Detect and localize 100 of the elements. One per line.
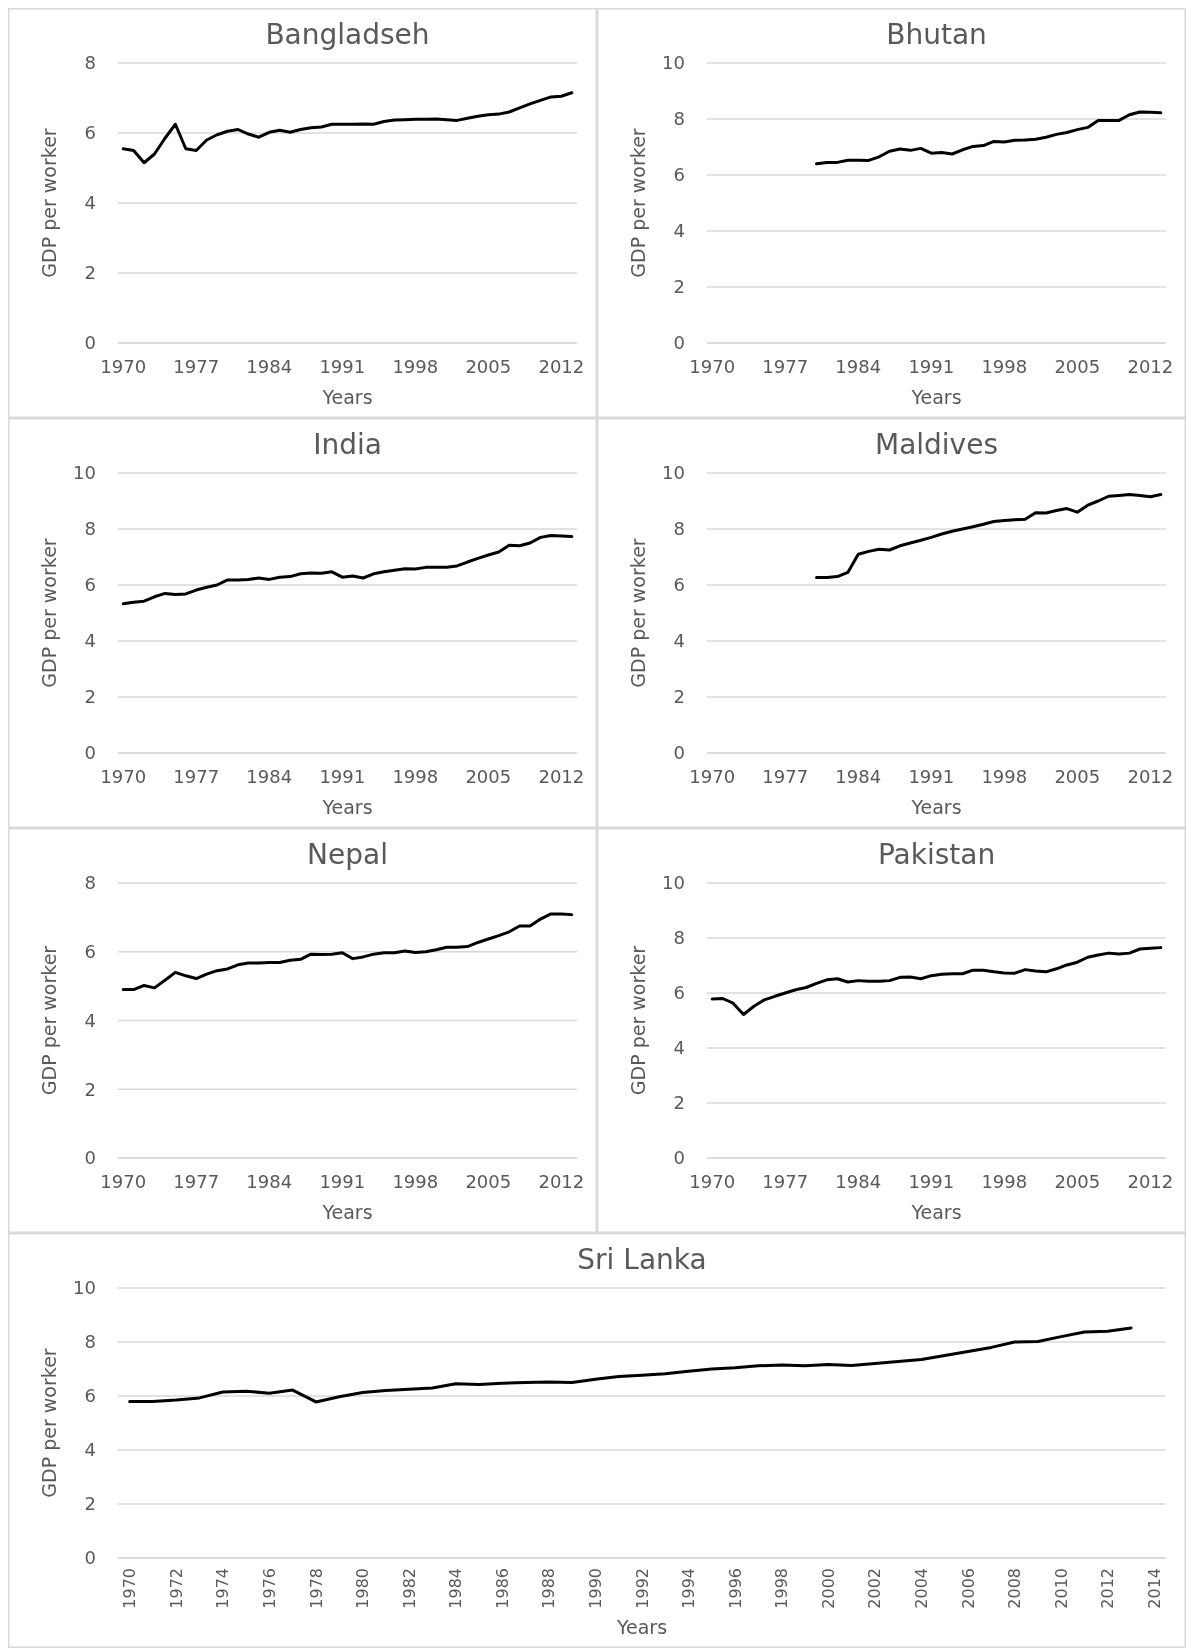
x-tick-label: 2010 bbox=[1051, 1568, 1071, 1609]
y-axis-title: GDP per worker bbox=[38, 538, 60, 688]
y-tick-label: 2 bbox=[84, 686, 96, 708]
x-tick-label: 1974 bbox=[213, 1568, 233, 1609]
x-tick-label: 1998 bbox=[981, 766, 1028, 787]
y-tick-label: 8 bbox=[84, 518, 96, 540]
x-tick-label: 1998 bbox=[981, 1171, 1028, 1192]
x-tick-label: 1991 bbox=[319, 766, 366, 787]
x-tick-label: 2006 bbox=[958, 1568, 978, 1609]
x-tick-label: 1982 bbox=[399, 1568, 419, 1609]
x-tick-label: 1984 bbox=[246, 766, 293, 787]
x-tick-label: 1998 bbox=[981, 356, 1028, 377]
x-tick-label: 1978 bbox=[306, 1568, 326, 1609]
x-tick-label: 1984 bbox=[835, 1171, 882, 1192]
x-tick-label: 2002 bbox=[865, 1568, 885, 1609]
x-axis-title: Years bbox=[910, 386, 962, 408]
x-tick-label: 1992 bbox=[632, 1568, 652, 1609]
x-tick-label: 1984 bbox=[835, 356, 882, 377]
x-tick-label: 2012 bbox=[538, 766, 585, 787]
x-tick-label: 1970 bbox=[100, 356, 147, 377]
y-tick-label: 8 bbox=[673, 518, 685, 540]
x-tick-label: 2012 bbox=[538, 1171, 585, 1192]
x-tick-label: 2012 bbox=[1127, 766, 1174, 787]
x-tick-label: 1988 bbox=[539, 1568, 559, 1609]
x-tick-label: 1998 bbox=[392, 766, 439, 787]
line-series bbox=[815, 110, 1163, 166]
x-tick-label: 1972 bbox=[166, 1568, 186, 1609]
y-tick-label: 8 bbox=[673, 108, 685, 130]
x-tick-label: 1986 bbox=[492, 1568, 512, 1609]
y-tick-label: 8 bbox=[673, 927, 685, 949]
x-tick-label: 1970 bbox=[689, 766, 736, 787]
y-tick-label: 0 bbox=[84, 332, 96, 354]
y-tick-label: 6 bbox=[673, 574, 685, 596]
x-tick-label: 1998 bbox=[772, 1568, 792, 1609]
line-series bbox=[128, 1326, 1133, 1404]
x-tick-label: 1970 bbox=[120, 1568, 140, 1609]
x-axis-title: Years bbox=[321, 386, 373, 408]
x-tick-label: 1977 bbox=[762, 1171, 809, 1192]
y-tick-label: 4 bbox=[84, 192, 96, 214]
x-tick-label: 1996 bbox=[725, 1568, 745, 1609]
y-tick-label: 0 bbox=[673, 1147, 685, 1169]
x-tick-label: 1970 bbox=[689, 1171, 736, 1192]
x-tick-label: 1984 bbox=[246, 356, 293, 377]
x-tick-label: 1994 bbox=[679, 1568, 699, 1609]
x-tick-label: 1991 bbox=[319, 356, 366, 377]
y-tick-label: 4 bbox=[84, 630, 96, 652]
x-tick-label: 1976 bbox=[259, 1568, 279, 1609]
y-tick-label: 2 bbox=[84, 1493, 96, 1515]
x-tick-label: 2005 bbox=[1054, 356, 1101, 377]
y-tick-label: 10 bbox=[662, 872, 685, 894]
y-axis-title: GDP per worker bbox=[627, 538, 649, 688]
y-tick-label: 8 bbox=[84, 872, 96, 894]
y-tick-label: 6 bbox=[84, 574, 96, 596]
x-tick-label: 1984 bbox=[835, 766, 882, 787]
y-tick-label: 2 bbox=[673, 686, 685, 708]
x-tick-label: 2005 bbox=[465, 356, 512, 377]
y-tick-label: 10 bbox=[662, 462, 685, 484]
x-axis-title: Years bbox=[321, 796, 373, 818]
x-tick-label: 1977 bbox=[173, 1171, 220, 1192]
y-tick-label: 6 bbox=[84, 1385, 96, 1407]
x-tick-label: 2000 bbox=[818, 1568, 838, 1609]
y-tick-label: 4 bbox=[84, 1439, 96, 1461]
y-tick-label: 8 bbox=[84, 1331, 96, 1353]
x-tick-label: 2005 bbox=[1054, 1171, 1101, 1192]
x-tick-label: 1970 bbox=[100, 766, 147, 787]
y-axis-title: GDP per worker bbox=[627, 945, 649, 1096]
x-tick-label: 2012 bbox=[538, 356, 585, 377]
chart-title: Maldives bbox=[874, 428, 999, 461]
y-tick-label: 6 bbox=[84, 941, 96, 963]
y-axis-title: GDP per worker bbox=[38, 945, 60, 1096]
x-tick-label: 2005 bbox=[1054, 766, 1101, 787]
x-tick-label: 2012 bbox=[1127, 356, 1174, 377]
chart-title: Sri Lanka bbox=[577, 1243, 707, 1276]
x-tick-label: 1977 bbox=[762, 356, 809, 377]
x-tick-label: 2014 bbox=[1144, 1568, 1164, 1609]
chart-title: Bhutan bbox=[886, 18, 987, 51]
y-tick-label: 8 bbox=[84, 52, 96, 74]
x-tick-label: 1984 bbox=[246, 1171, 293, 1192]
y-tick-label: 0 bbox=[673, 742, 685, 764]
x-axis-title: Years bbox=[615, 1616, 668, 1638]
y-tick-label: 0 bbox=[84, 742, 96, 764]
y-tick-label: 0 bbox=[84, 1547, 96, 1569]
y-tick-label: 2 bbox=[84, 262, 96, 284]
x-tick-label: 1984 bbox=[446, 1568, 466, 1609]
chart-title: Bangladseh bbox=[265, 18, 430, 51]
x-tick-label: 1970 bbox=[689, 356, 736, 377]
x-tick-label: 1977 bbox=[762, 766, 809, 787]
y-tick-label: 4 bbox=[84, 1009, 96, 1031]
x-tick-label: 2005 bbox=[465, 766, 512, 787]
y-tick-label: 6 bbox=[84, 122, 96, 144]
x-tick-label: 2008 bbox=[1005, 1568, 1025, 1609]
chart-title: Pakistan bbox=[877, 838, 996, 871]
line-series bbox=[815, 493, 1163, 579]
x-tick-label: 2012 bbox=[1098, 1568, 1118, 1609]
y-tick-label: 10 bbox=[73, 1277, 96, 1299]
x-tick-label: 1980 bbox=[353, 1568, 373, 1609]
x-tick-label: 1998 bbox=[392, 356, 439, 377]
line-series bbox=[121, 912, 574, 992]
chart-title: Nepal bbox=[307, 838, 388, 871]
chart-title: India bbox=[313, 428, 382, 461]
